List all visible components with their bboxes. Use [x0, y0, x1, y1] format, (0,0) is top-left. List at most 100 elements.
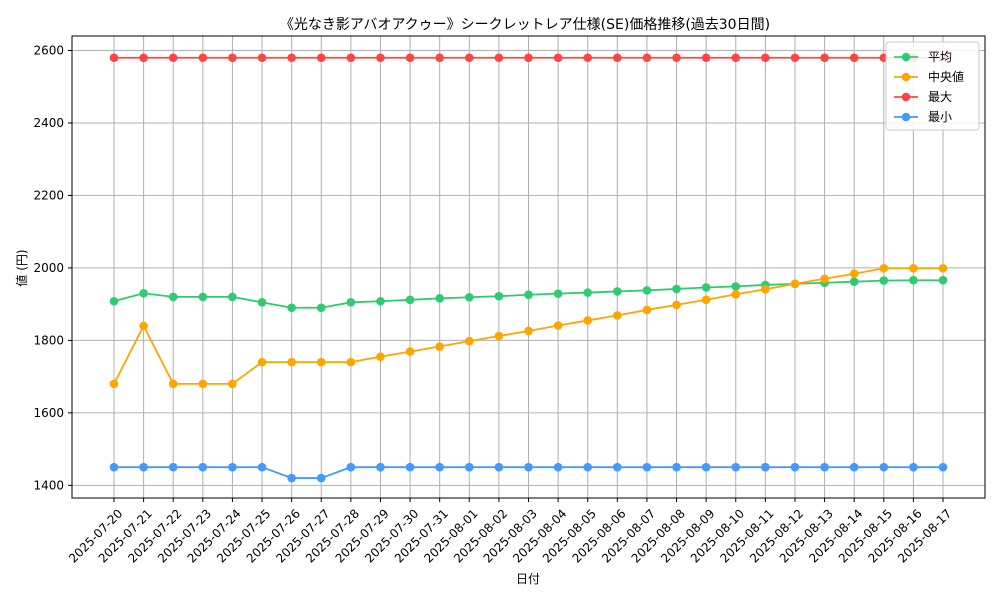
grid: [72, 36, 985, 498]
data-point: [820, 53, 829, 63]
data-point: [405, 295, 415, 305]
data-point: [849, 462, 859, 472]
y-tick-label: 2200: [33, 188, 64, 202]
data-point: [198, 53, 208, 63]
data-point: [938, 462, 948, 472]
data-point: [228, 462, 237, 472]
data-point: [464, 336, 474, 346]
data-point: [613, 287, 622, 296]
data-point: [346, 462, 356, 472]
data-point: [316, 53, 326, 63]
data-point: [346, 357, 356, 367]
data-point: [642, 53, 652, 63]
data-point: [613, 462, 622, 472]
data-point: [346, 53, 356, 63]
data-point: [464, 53, 474, 63]
data-point: [139, 462, 148, 472]
data-point: [198, 379, 208, 389]
data-point: [701, 295, 711, 305]
data-point: [316, 303, 326, 313]
data-point: [346, 298, 356, 307]
x-axis-label: 日付: [516, 572, 540, 586]
data-point: [820, 462, 829, 472]
data-point: [257, 53, 267, 63]
data-point: [376, 53, 385, 63]
data-point: [198, 462, 208, 472]
data-point: [228, 379, 237, 389]
data-point: [790, 462, 800, 472]
legend-label: 最小: [928, 110, 952, 124]
data-point: [287, 303, 296, 313]
y-tick-label: 1800: [33, 333, 64, 347]
data-point: [701, 53, 711, 63]
data-point: [257, 357, 267, 367]
legend-label: 平均: [928, 50, 952, 64]
data-point: [761, 284, 770, 294]
data-point: [168, 292, 178, 302]
data-point: [583, 288, 593, 297]
data-point: [139, 53, 148, 63]
data-point: [376, 296, 385, 306]
legend-marker: [901, 112, 911, 122]
data-point: [524, 326, 533, 336]
data-point: [583, 462, 593, 472]
data-point: [731, 282, 741, 291]
y-tick-label: 1600: [33, 406, 64, 420]
data-point: [228, 53, 237, 63]
data-point: [376, 462, 385, 472]
data-point: [761, 53, 770, 63]
data-point: [731, 462, 741, 472]
legend-item: 中央値: [894, 69, 964, 84]
data-point: [731, 290, 741, 299]
data-point: [820, 274, 829, 284]
data-point: [731, 53, 741, 63]
data-point: [553, 321, 563, 330]
data-point: [761, 462, 770, 472]
data-point: [435, 462, 444, 472]
y-tick-label: 2400: [33, 116, 64, 130]
y-axis-label: 値 (円): [14, 249, 29, 286]
data-point: [879, 276, 889, 285]
data-point: [435, 53, 444, 63]
data-point: [139, 321, 148, 331]
data-point: [553, 289, 563, 298]
data-point: [316, 473, 326, 483]
data-point: [583, 316, 593, 325]
axes: 2025-07-202025-07-212025-07-222025-07-23…: [33, 43, 954, 565]
legend-marker: [901, 72, 911, 82]
data-point: [376, 352, 385, 361]
data-point: [287, 473, 296, 483]
data-point: [701, 462, 711, 472]
y-tick-label: 1400: [33, 478, 64, 492]
data-point: [287, 357, 296, 367]
data-point: [494, 462, 504, 472]
series: [109, 53, 948, 483]
data-point: [109, 462, 119, 472]
legend-item: 平均: [894, 50, 952, 64]
data-point: [494, 53, 504, 63]
data-point: [613, 311, 622, 320]
data-point: [405, 462, 415, 472]
data-point: [139, 288, 148, 298]
data-point: [168, 462, 178, 472]
data-point: [642, 286, 652, 295]
legend-item: 最小: [894, 110, 952, 124]
data-point: [168, 379, 178, 389]
data-point: [672, 284, 681, 294]
series-3: [109, 53, 948, 63]
data-point: [672, 462, 681, 472]
data-point: [228, 292, 237, 302]
legend-item: 最大: [894, 90, 952, 104]
series-4: [109, 462, 948, 483]
data-point: [464, 292, 474, 302]
legend-label: 中央値: [928, 69, 964, 84]
chart-title: 《光なき影アバオアクゥー》シークレットレア仕様(SE)価格推移(過去30日間): [280, 17, 770, 33]
data-point: [405, 347, 415, 356]
y-tick-label: 2000: [33, 261, 64, 275]
data-point: [494, 331, 504, 341]
data-point: [109, 379, 119, 389]
data-point: [879, 462, 889, 472]
data-point: [849, 269, 859, 279]
